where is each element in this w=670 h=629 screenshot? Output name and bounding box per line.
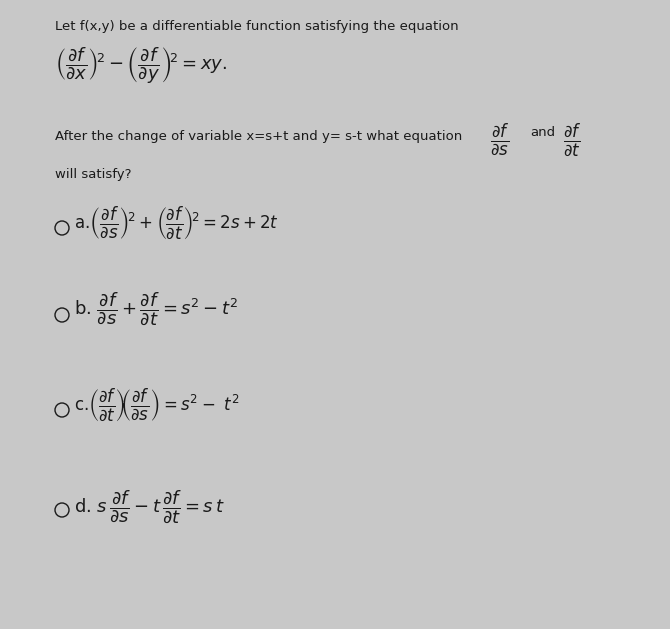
- Text: and: and: [530, 126, 555, 139]
- Text: $\dfrac{\partial f}{\partial t}$: $\dfrac{\partial f}{\partial t}$: [563, 122, 582, 159]
- Text: will satisfy?: will satisfy?: [55, 168, 131, 181]
- Text: Let f(x,y) be a differentiable function satisfying the equation: Let f(x,y) be a differentiable function …: [55, 20, 459, 33]
- Text: $\dfrac{\partial f}{\partial s}$: $\dfrac{\partial f}{\partial s}$: [490, 122, 510, 157]
- Text: d. $s\,\dfrac{\partial f}{\partial s} - t\,\dfrac{\partial f}{\partial t} = s\,t: d. $s\,\dfrac{\partial f}{\partial s} - …: [74, 488, 225, 525]
- Text: a.$\left(\dfrac{\partial f}{\partial s}\right)^{\!2} + \left(\dfrac{\partial f}{: a.$\left(\dfrac{\partial f}{\partial s}\…: [74, 205, 279, 242]
- Text: $\left(\dfrac{\partial f}{\partial x}\right)^{\!2} - \left(\dfrac{\partial f}{\p: $\left(\dfrac{\partial f}{\partial x}\ri…: [55, 45, 227, 86]
- Text: After the change of variable x=s+t and y= s-t what equation: After the change of variable x=s+t and y…: [55, 130, 462, 143]
- Text: c.$\left(\dfrac{\partial f}{\partial t}\right)\!\!\left(\dfrac{\partial f}{\part: c.$\left(\dfrac{\partial f}{\partial t}\…: [74, 387, 240, 423]
- Text: b. $\dfrac{\partial f}{\partial s} + \dfrac{\partial f}{\partial t} = s^2 - t^2$: b. $\dfrac{\partial f}{\partial s} + \df…: [74, 290, 239, 327]
